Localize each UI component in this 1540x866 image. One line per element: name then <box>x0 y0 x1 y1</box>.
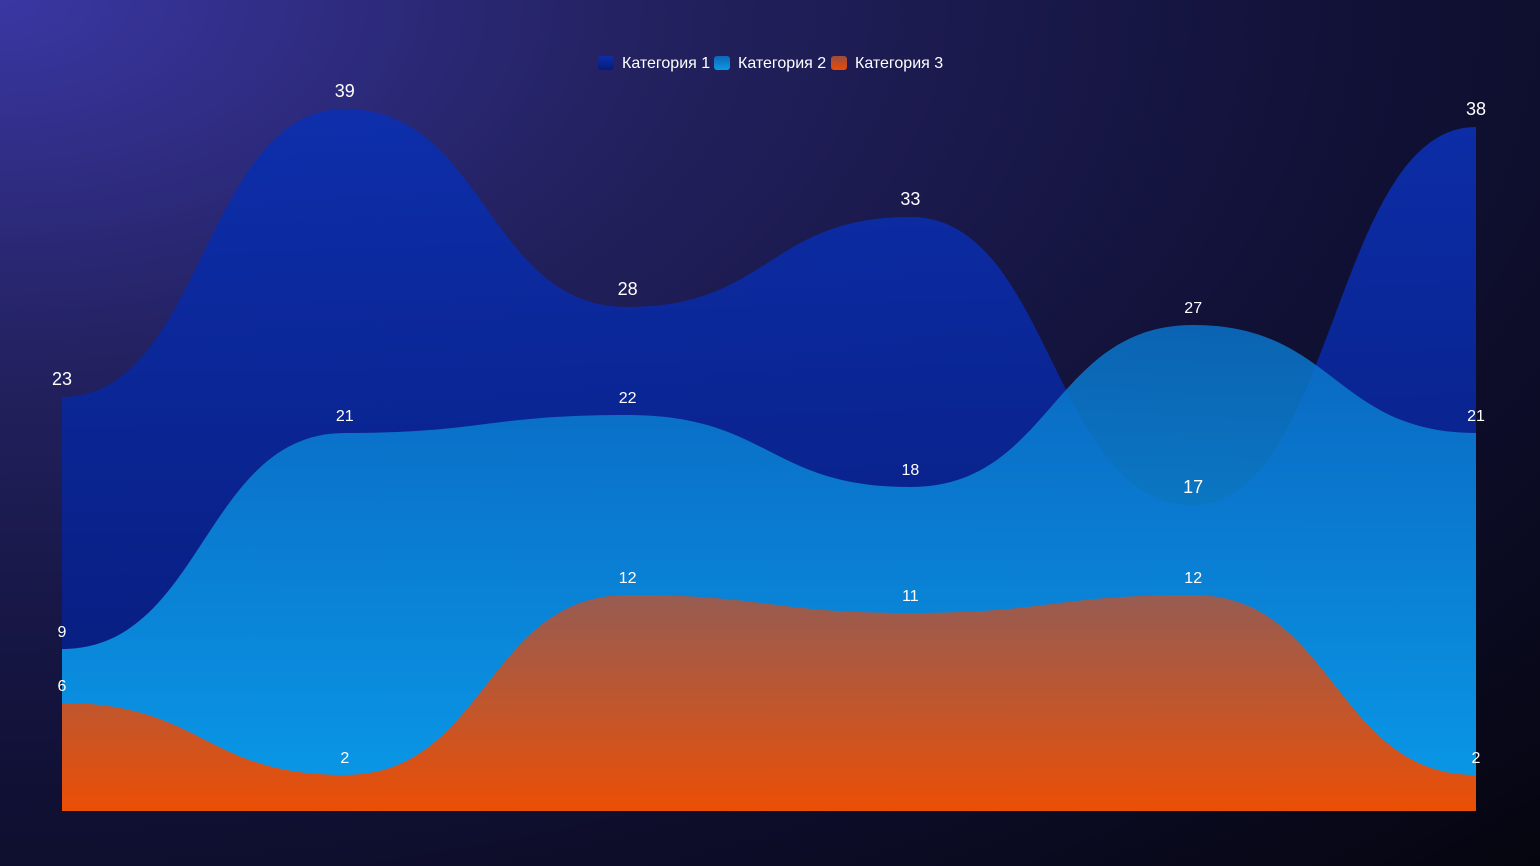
data-label-s2-p6: 21 <box>1467 408 1485 425</box>
legend-swatch-1 <box>598 56 614 70</box>
legend-item-1[interactable]: Категория 1 <box>598 55 710 72</box>
data-label-s3-p4: 11 <box>902 588 919 605</box>
data-label-s2-p3: 22 <box>619 390 637 407</box>
series-area-3 <box>62 595 1476 811</box>
data-label-s3-p2: 2 <box>340 750 349 767</box>
data-label-s1-p1: 23 <box>52 369 72 389</box>
data-label-s3-p3: 12 <box>619 570 637 587</box>
legend-label-2: Категория 2 <box>738 55 826 72</box>
chart-legend: Категория 1 Категория 2 Категория 3 <box>598 55 943 72</box>
legend-swatch-2 <box>714 56 730 70</box>
legend-label-3: Категория 3 <box>855 55 943 72</box>
legend-label-1: Категория 1 <box>622 55 710 72</box>
data-label-s3-p1: 6 <box>58 678 67 695</box>
data-label-s2-p4: 18 <box>902 462 920 479</box>
legend-swatch-3 <box>831 56 847 70</box>
data-label-s1-p4: 33 <box>900 189 920 209</box>
data-label-s2-p5: 27 <box>1184 300 1202 317</box>
data-label-s1-p5: 17 <box>1183 477 1203 497</box>
legend-item-2[interactable]: Категория 2 <box>714 55 826 72</box>
data-label-s3-p6: 2 <box>1472 750 1481 767</box>
chart-areas <box>62 109 1476 811</box>
data-label-s2-p1: 9 <box>58 624 67 641</box>
data-label-s1-p3: 28 <box>618 279 638 299</box>
chart-data-labels: 23 39 28 33 17 38 9 21 22 18 27 21 6 2 12 11 12 2 <box>52 81 1486 767</box>
data-label-s2-p2: 21 <box>336 408 354 425</box>
data-label-s3-p5: 12 <box>1184 570 1202 587</box>
data-label-s1-p2: 39 <box>335 81 355 101</box>
legend-item-3[interactable]: Категория 3 <box>831 55 943 72</box>
data-label-s1-p6: 38 <box>1466 99 1486 119</box>
